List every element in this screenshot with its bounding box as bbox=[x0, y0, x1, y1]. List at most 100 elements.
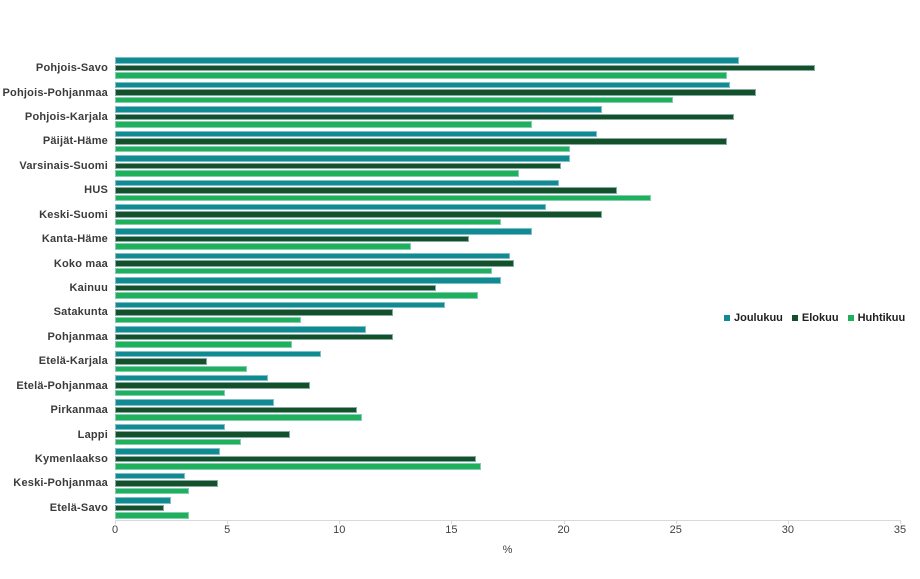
bar-elokuu-p-ij-t-h-me bbox=[115, 138, 728, 145]
bar-huhtikuu-etel-savo bbox=[115, 512, 189, 519]
category-label-pohjois-karjala: Pohjois-Karjala bbox=[24, 111, 108, 124]
x-tick-label-35: 35 bbox=[893, 524, 907, 536]
plot-area bbox=[115, 56, 900, 521]
bar-huhtikuu-hus bbox=[115, 194, 652, 202]
bar-huhtikuu-keski-pohjanmaa bbox=[115, 487, 189, 495]
legend-label-huhtikuu: Huhtikuu bbox=[857, 312, 906, 324]
x-tick-label-5: 5 bbox=[224, 524, 231, 536]
category-label-kanta-h-me: Kanta-Häme bbox=[41, 233, 108, 246]
bar-group-varsinais-suomi bbox=[115, 154, 900, 178]
bar-joulukuu-lappi bbox=[115, 423, 225, 431]
bar-group-koko-maa bbox=[115, 251, 900, 275]
bar-joulukuu-pohjois-pohjanmaa bbox=[115, 81, 730, 89]
bar-huhtikuu-satakunta bbox=[115, 316, 302, 324]
x-tick-mark bbox=[227, 520, 229, 524]
bar-group-keski-pohjanmaa bbox=[115, 471, 900, 495]
bar-group-lappi bbox=[115, 422, 900, 446]
bar-joulukuu-etel-karjala bbox=[115, 350, 322, 357]
legend: Joulukuu Elokuu Huhtikuu bbox=[724, 312, 905, 324]
bar-group-satakunta bbox=[115, 300, 900, 324]
bar-huhtikuu-pohjois-savo bbox=[115, 72, 728, 79]
bar-elokuu-kymenlaakso bbox=[115, 455, 477, 463]
category-label-etel-karjala: Etelä-Karjala bbox=[38, 355, 108, 368]
category-label-pohjois-pohjanmaa: Pohjois-Pohjanmaa bbox=[2, 86, 108, 99]
bar-group-etel-karjala bbox=[115, 349, 900, 373]
bar-elokuu-satakunta bbox=[115, 309, 394, 316]
legend-label-joulukuu: Joulukuu bbox=[734, 312, 783, 324]
bar-joulukuu-keski-pohjanmaa bbox=[115, 472, 185, 480]
category-label-p-ij-t-h-me: Päijät-Häme bbox=[42, 135, 108, 148]
bar-huhtikuu-p-ij-t-h-me bbox=[115, 145, 571, 153]
category-label-varsinais-suomi: Varsinais-Suomi bbox=[19, 159, 108, 172]
bar-huhtikuu-kymenlaakso bbox=[115, 463, 481, 470]
bar-elokuu-kanta-h-me bbox=[115, 235, 470, 243]
legend-item-elokuu: Elokuu bbox=[791, 312, 839, 324]
bar-elokuu-kainuu bbox=[115, 284, 436, 292]
x-tick-label-20: 20 bbox=[557, 524, 570, 536]
category-label-keski-pohjanmaa: Keski-Pohjanmaa bbox=[13, 477, 108, 490]
bar-huhtikuu-keski-suomi bbox=[115, 218, 501, 226]
x-tick-mark bbox=[900, 520, 901, 524]
bar-joulukuu-p-ij-t-h-me bbox=[115, 130, 598, 138]
bar-huhtikuu-etel-pohjanmaa bbox=[115, 389, 225, 397]
legend-marker-huhtikuu bbox=[847, 315, 854, 321]
bar-huhtikuu-etel-karjala bbox=[115, 365, 248, 372]
legend-label-elokuu: Elokuu bbox=[801, 312, 839, 324]
bar-group-hus bbox=[115, 178, 900, 202]
bar-joulukuu-satakunta bbox=[115, 301, 445, 309]
bar-group-pohjois-savo bbox=[115, 56, 900, 80]
bar-joulukuu-kymenlaakso bbox=[115, 448, 221, 455]
bar-group-keski-suomi bbox=[115, 203, 900, 227]
bar-group-kymenlaakso bbox=[115, 447, 900, 471]
bar-joulukuu-pirkanmaa bbox=[115, 399, 275, 406]
bar-group-pohjois-pohjanmaa bbox=[115, 80, 900, 104]
bar-huhtikuu-pirkanmaa bbox=[115, 414, 362, 421]
x-tick-label-15: 15 bbox=[445, 524, 458, 536]
x-tick-label-30: 30 bbox=[781, 524, 794, 536]
bar-elokuu-hus bbox=[115, 187, 618, 194]
bar-joulukuu-pohjois-karjala bbox=[115, 106, 602, 113]
category-label-kymenlaakso: Kymenlaakso bbox=[34, 452, 108, 465]
category-label-lappi: Lappi bbox=[77, 428, 108, 441]
bar-joulukuu-hus bbox=[115, 179, 560, 187]
legend-marker-joulukuu bbox=[724, 315, 730, 321]
legend-marker-elokuu bbox=[791, 315, 798, 321]
bar-elokuu-etel-pohjanmaa bbox=[115, 382, 311, 389]
bar-joulukuu-keski-suomi bbox=[115, 203, 546, 211]
category-label-keski-suomi: Keski-Suomi bbox=[39, 208, 108, 221]
category-label-hus: HUS bbox=[84, 184, 108, 197]
category-label-etel-pohjanmaa: Etelä-Pohjanmaa bbox=[16, 379, 108, 392]
bar-elokuu-varsinais-suomi bbox=[115, 162, 562, 170]
x-tick-mark bbox=[339, 520, 341, 524]
bar-joulukuu-kainuu bbox=[115, 277, 501, 284]
bar-elokuu-pohjois-pohjanmaa bbox=[115, 89, 757, 96]
bar-joulukuu-koko-maa bbox=[115, 252, 510, 260]
bar-group-kainuu bbox=[115, 276, 900, 300]
bar-huhtikuu-lappi bbox=[115, 438, 241, 446]
bar-elokuu-keski-pohjanmaa bbox=[115, 480, 219, 487]
bar-joulukuu-etel-savo bbox=[115, 497, 172, 504]
x-tick-mark bbox=[563, 520, 565, 524]
legend-item-joulukuu: Joulukuu bbox=[724, 312, 783, 324]
x-tick-mark bbox=[787, 520, 789, 524]
bar-joulukuu-pohjanmaa bbox=[115, 326, 367, 333]
category-label-pirkanmaa: Pirkanmaa bbox=[50, 404, 108, 417]
bar-huhtikuu-pohjanmaa bbox=[115, 341, 293, 348]
x-tick-mark bbox=[115, 520, 116, 524]
bar-elokuu-etel-savo bbox=[115, 504, 165, 512]
x-tick-label-0: 0 bbox=[111, 524, 119, 536]
x-tick-mark bbox=[451, 520, 453, 524]
bar-huhtikuu-pohjois-pohjanmaa bbox=[115, 96, 674, 104]
bar-huhtikuu-varsinais-suomi bbox=[115, 170, 519, 177]
category-label-etel-savo: Etelä-Savo bbox=[49, 501, 108, 514]
bar-elokuu-pohjois-savo bbox=[115, 64, 815, 72]
x-axis-title: % bbox=[502, 544, 513, 556]
x-tick-label-25: 25 bbox=[669, 524, 682, 536]
category-label-pohjois-savo: Pohjois-Savo bbox=[35, 62, 108, 75]
category-label-pohjanmaa: Pohjanmaa bbox=[47, 330, 108, 343]
x-tick-label-10: 10 bbox=[333, 524, 346, 536]
bar-elokuu-pohjois-karjala bbox=[115, 113, 735, 121]
bar-elokuu-keski-suomi bbox=[115, 211, 602, 218]
bar-huhtikuu-pohjois-karjala bbox=[115, 121, 533, 128]
